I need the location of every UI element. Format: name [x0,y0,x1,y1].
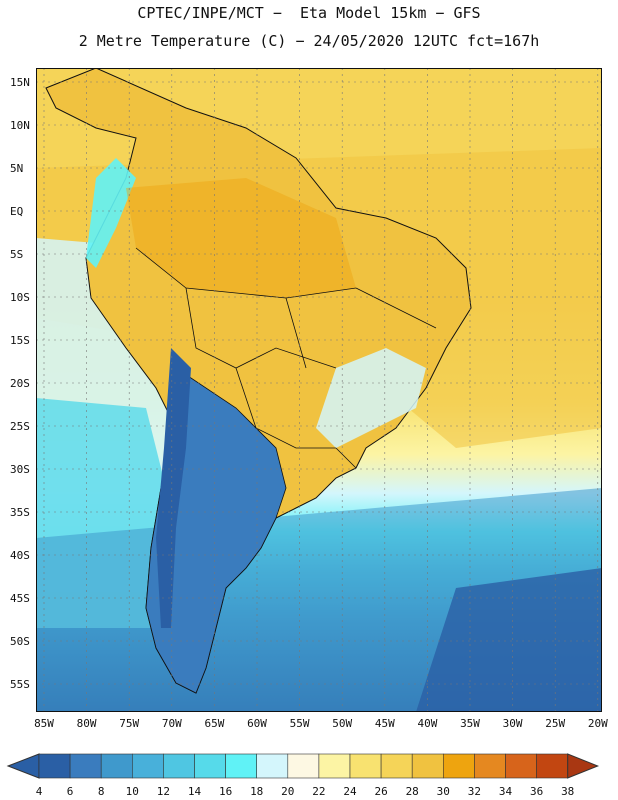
latitude-label: 10N [10,119,30,132]
temperature-map [36,68,602,712]
colorbar-label: 34 [499,785,513,798]
colorbar-label: 8 [98,785,105,798]
andes-cold [156,348,191,628]
longitude-label: 40W [417,717,437,730]
andes-north-cold [86,158,136,268]
temperature-colorbar: 4 6 8 10 12 14 16 18 20 22 24 26 28 30 32 34 36 38 [6,753,600,798]
country-borders [135,247,437,469]
longitude-label: 35W [460,717,480,730]
longitude-label: 55W [290,717,310,730]
map-title-variable: 2 Metre Temperature (C) − 24/05/2020 12U… [78,32,540,50]
colorbar-label: 4 [36,785,43,798]
colorbar-label: 16 [219,785,232,798]
graticule [36,68,602,712]
colorbar-min-arrow [6,753,40,779]
latitude-label: 15N [10,76,30,89]
colorbar-cell [380,753,413,779]
colorbar-cell [536,753,568,779]
colorbar-cell [442,753,475,779]
latitude-label: 25S [10,420,30,433]
longitude-label: 60W [247,717,267,730]
colorbar-cell [256,753,289,779]
colorbar-cell [474,753,506,779]
colorbar-label: 22 [312,785,325,798]
colorbar-cell [194,753,226,779]
latitude-label: 5N [10,162,23,175]
colorbar-cell [132,753,164,779]
latitude-label: 15S [10,334,30,347]
map-title-model: CPTEC/INPE/MCT − Eta Model 15km − GFS [137,4,481,22]
colorbar-label: 24 [343,785,357,798]
colorbar-cell [411,753,444,779]
longitude-label: 45W [375,717,395,730]
axis-labels: 15N 10N 5N EQ 5S 10S 15S 20S 25S 30S 35S 40S 45S 50S 5… [10,76,608,730]
longitude-label: 50W [332,717,352,730]
colorbar-label: 28 [406,785,419,798]
colorbar-cell [287,753,320,779]
colorbar-label: 26 [374,785,387,798]
latitude-labels: 15N 10N 5N EQ 5S 10S 15S 20S 25S 30S 35S 40S 45S 50S 5… [10,76,30,691]
colorbar-label: 18 [250,785,263,798]
longitude-label: 20W [588,717,608,730]
colorbar-cell [349,753,382,779]
colorbar-label: 36 [530,785,543,798]
longitude-label: 30W [503,717,523,730]
longitude-label: 65W [204,717,224,730]
colorbar-label: 30 [437,785,450,798]
colorbar-cell [100,753,133,779]
latitude-label: 50S [10,635,30,648]
latitude-label: 55S [10,678,30,691]
colorbar-label: 10 [126,785,139,798]
latitude-label: 35S [10,506,30,519]
longitude-label: 70W [162,717,182,730]
colorbar-cells [6,753,600,779]
southeast-brazil-cool [316,348,426,448]
map-border [36,68,602,712]
latitude-label: 40S [10,549,30,562]
longitude-label: 25W [545,717,565,730]
longitude-label: 80W [77,717,97,730]
latitude-label: 20S [10,377,30,390]
colorbar-label: 32 [468,785,481,798]
colorbar-label: 38 [561,785,574,798]
colorbar-cell [69,753,102,779]
latitude-label: 30S [10,463,30,476]
colorbar-label: 6 [67,785,74,798]
latitude-label: 5S [10,248,23,261]
longitude-labels: 85W 80W 75W 70W 65W 60W 55W 50W 45W 40W 35W 30W 25W 2… [34,717,608,730]
colorbar-cell [225,753,258,779]
longitude-label: 75W [119,717,139,730]
colorbar-cell [318,753,351,779]
latitude-label: 10S [10,291,30,304]
longitude-label: 85W [34,717,54,730]
latitude-label: EQ [10,205,23,218]
latitude-label: 45S [10,592,30,605]
amazon-warm [126,178,356,298]
colorbar-cell [505,753,537,779]
colorbar-labels: 4 6 8 10 12 14 16 18 20 22 24 26 28 30 32 34 36 38 [36,785,575,798]
colorbar-max-arrow [567,753,600,779]
colorbar-label: 14 [188,785,202,798]
colorbar-cell [38,753,71,779]
colorbar-label: 20 [281,785,294,798]
colorbar-label: 12 [157,785,170,798]
colorbar-cell [163,753,195,779]
